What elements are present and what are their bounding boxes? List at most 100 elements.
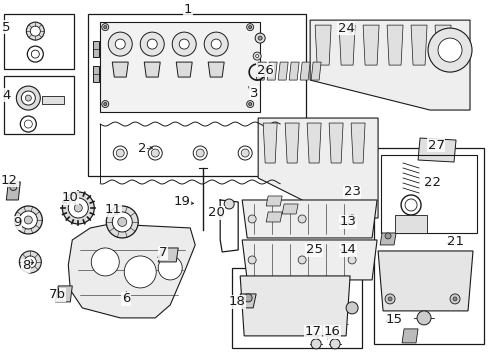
Circle shape xyxy=(196,149,204,157)
Circle shape xyxy=(310,339,321,349)
Circle shape xyxy=(26,22,44,40)
Polygon shape xyxy=(242,200,376,238)
Circle shape xyxy=(384,294,394,304)
Polygon shape xyxy=(176,62,192,77)
Text: 17: 17 xyxy=(304,325,321,338)
Polygon shape xyxy=(314,25,330,65)
Circle shape xyxy=(248,215,256,223)
Text: 1: 1 xyxy=(183,3,192,15)
Circle shape xyxy=(437,38,461,62)
Circle shape xyxy=(347,256,355,264)
Circle shape xyxy=(116,149,124,157)
Bar xyxy=(42,96,64,104)
Circle shape xyxy=(20,251,41,273)
Circle shape xyxy=(25,95,31,101)
Circle shape xyxy=(346,302,357,314)
Circle shape xyxy=(246,100,253,108)
Polygon shape xyxy=(309,20,469,110)
Circle shape xyxy=(246,24,253,31)
Polygon shape xyxy=(266,62,277,80)
Polygon shape xyxy=(68,224,195,318)
Text: 8: 8 xyxy=(22,260,30,273)
Polygon shape xyxy=(256,62,265,80)
Polygon shape xyxy=(6,182,20,200)
Polygon shape xyxy=(306,123,321,163)
Circle shape xyxy=(179,39,189,49)
Circle shape xyxy=(416,311,430,325)
Circle shape xyxy=(113,146,127,160)
Bar xyxy=(380,155,476,233)
Circle shape xyxy=(68,198,88,218)
Circle shape xyxy=(248,256,256,264)
Text: 24: 24 xyxy=(337,22,354,35)
Text: 3: 3 xyxy=(249,86,258,100)
Text: 27: 27 xyxy=(427,139,444,152)
Circle shape xyxy=(115,39,125,49)
Circle shape xyxy=(449,294,459,304)
Circle shape xyxy=(148,146,162,160)
Circle shape xyxy=(28,260,33,265)
Polygon shape xyxy=(265,212,282,222)
Text: 16: 16 xyxy=(323,325,340,338)
Text: 7b: 7b xyxy=(49,288,66,301)
Polygon shape xyxy=(288,62,299,80)
Polygon shape xyxy=(328,123,343,163)
Polygon shape xyxy=(258,118,377,218)
Circle shape xyxy=(103,103,106,105)
Polygon shape xyxy=(93,41,99,57)
Circle shape xyxy=(24,216,32,224)
Circle shape xyxy=(224,199,234,209)
Polygon shape xyxy=(285,123,299,163)
Polygon shape xyxy=(55,286,72,302)
Polygon shape xyxy=(158,248,178,262)
Circle shape xyxy=(151,149,159,157)
Text: 23: 23 xyxy=(343,185,360,198)
Polygon shape xyxy=(144,62,160,77)
Circle shape xyxy=(14,206,42,234)
Polygon shape xyxy=(278,62,287,80)
Bar xyxy=(88,14,305,176)
Circle shape xyxy=(103,26,106,28)
Circle shape xyxy=(24,256,36,268)
Circle shape xyxy=(102,24,108,31)
Polygon shape xyxy=(434,25,450,65)
Circle shape xyxy=(10,184,17,190)
Text: 9: 9 xyxy=(13,216,21,229)
Polygon shape xyxy=(386,25,402,65)
Polygon shape xyxy=(242,240,376,280)
Bar xyxy=(232,268,361,348)
Circle shape xyxy=(241,149,249,157)
Polygon shape xyxy=(112,62,128,77)
Circle shape xyxy=(427,28,471,72)
Circle shape xyxy=(30,26,40,36)
Circle shape xyxy=(248,26,251,28)
Polygon shape xyxy=(379,233,395,245)
Circle shape xyxy=(102,100,108,108)
Bar xyxy=(4,76,74,134)
Circle shape xyxy=(193,146,207,160)
Circle shape xyxy=(329,339,340,349)
Circle shape xyxy=(255,33,264,43)
Text: 14: 14 xyxy=(339,243,356,256)
Circle shape xyxy=(172,32,196,56)
Text: 20: 20 xyxy=(207,207,224,220)
Circle shape xyxy=(108,32,132,56)
Polygon shape xyxy=(265,196,282,206)
Text: 7: 7 xyxy=(159,247,167,260)
Text: 4: 4 xyxy=(2,89,11,102)
Text: 2: 2 xyxy=(138,141,146,154)
Polygon shape xyxy=(100,22,260,112)
Circle shape xyxy=(112,212,132,232)
Text: 26: 26 xyxy=(256,64,273,77)
Text: 12: 12 xyxy=(1,174,18,186)
Polygon shape xyxy=(240,294,256,308)
Polygon shape xyxy=(208,62,224,77)
Circle shape xyxy=(158,256,182,280)
Bar xyxy=(394,215,426,233)
Circle shape xyxy=(298,256,305,264)
Polygon shape xyxy=(350,123,365,163)
Circle shape xyxy=(248,103,251,105)
Polygon shape xyxy=(240,276,349,336)
Text: 13: 13 xyxy=(339,216,356,229)
Text: 10: 10 xyxy=(62,192,79,204)
